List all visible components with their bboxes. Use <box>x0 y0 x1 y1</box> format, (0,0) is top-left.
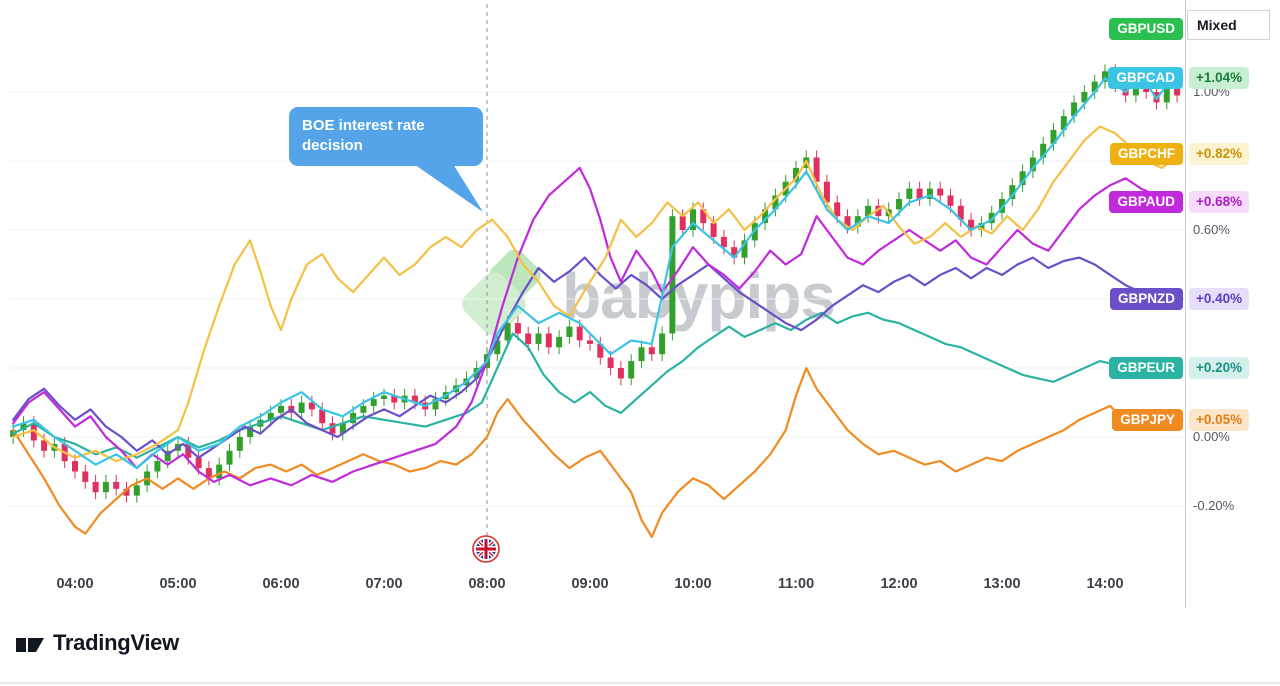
price-axis-line <box>1185 0 1186 608</box>
change-badge-gbpnzd: +0.40% <box>1189 288 1250 310</box>
time-label: 13:00 <box>983 576 1021 592</box>
sentiment-label: Mixed <box>1197 17 1237 33</box>
symbol-badge-gbpeur: GBPEUR <box>1109 357 1183 379</box>
time-label: 12:00 <box>880 576 918 592</box>
change-badge-gbpeur: +0.20% <box>1189 357 1250 379</box>
symbol-badge-gbpcad: GBPCAD <box>1108 67 1183 90</box>
chart-canvas[interactable] <box>0 0 1280 614</box>
uk-flag-icon <box>471 534 501 564</box>
price-tick-label: 0.00% <box>1193 429 1230 444</box>
time-label: 09:00 <box>571 576 609 592</box>
time-label: 06:00 <box>262 576 300 592</box>
price-tick-label: 0.60% <box>1193 222 1230 237</box>
time-label: 08:00 <box>468 576 506 592</box>
boe-annotation: BOE interest rate decision <box>289 107 483 166</box>
change-badge-gbpchf: +0.82% <box>1189 143 1250 166</box>
tradingview-logo-icon[interactable] <box>14 630 46 656</box>
time-axis[interactable]: 04:00 05:00 06:00 07:00 08:00 09:00 10:00 11:00… <box>0 570 1185 604</box>
symbol-badge-gbpchf: GBPCHF <box>1110 143 1183 166</box>
symbol-badge-gbpaud: GBPAUD <box>1109 191 1183 214</box>
footer: TradingView <box>14 630 179 656</box>
symbol-badge-gbpjpy: GBPJPY <box>1112 408 1183 431</box>
time-label: 04:00 <box>56 576 94 592</box>
time-label: 05:00 <box>159 576 197 592</box>
annotation-line-1: BOE interest rate <box>302 117 425 134</box>
annotation-line-2: decision <box>302 137 363 155</box>
change-badge-gbpcad: +1.04% <box>1189 67 1250 90</box>
price-tick-label: -0.20% <box>1193 498 1235 513</box>
time-label: 07:00 <box>365 576 403 592</box>
page-bottom-border <box>0 682 1280 684</box>
change-badge-gbpaud: +0.68% <box>1189 191 1250 214</box>
symbol-badge-gbpusd: GBPUSD <box>1109 18 1183 40</box>
change-badge-gbpjpy: +0.05% <box>1189 408 1250 431</box>
time-label: 14:00 <box>1086 576 1124 592</box>
time-label: 10:00 <box>674 576 712 592</box>
sentiment-box: Mixed <box>1187 10 1270 40</box>
time-label: 11:00 <box>777 576 815 592</box>
tradingview-brand[interactable]: TradingView <box>53 630 179 655</box>
symbol-badge-gbpnzd: GBPNZD <box>1110 288 1183 310</box>
